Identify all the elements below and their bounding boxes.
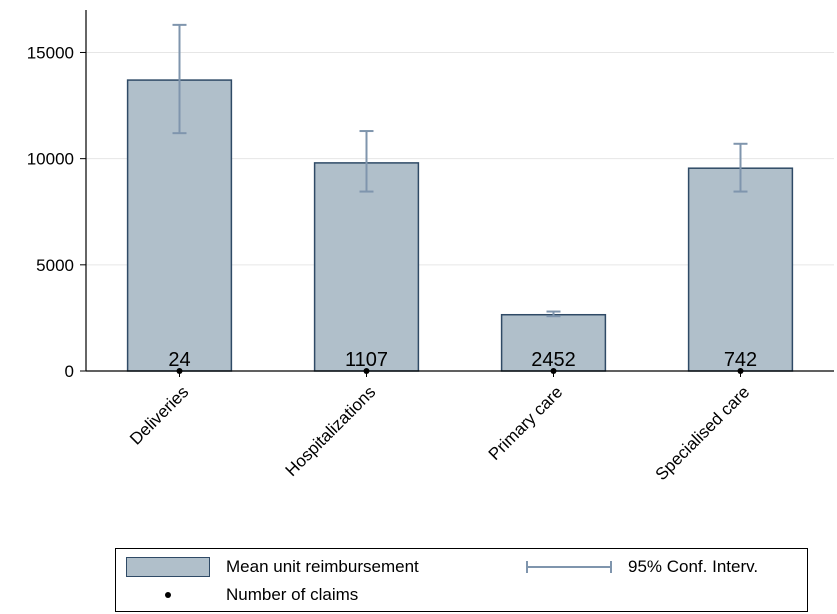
legend-dot-swatch <box>126 592 210 598</box>
legend: Mean unit reimbursement 95% Conf. Interv… <box>115 548 808 612</box>
legend-label-mean: Mean unit reimbursement <box>226 557 419 576</box>
y-tick-label-1: 5000 <box>36 256 74 275</box>
claims-label-2: 2452 <box>531 349 576 371</box>
bar-1 <box>313 162 420 372</box>
legend-item-claims: Number of claims <box>126 585 358 605</box>
legend-bar-swatch <box>126 557 210 577</box>
legend-item-ci: 95% Conf. Interv. <box>526 557 758 577</box>
y-tick-label-3: 15000 <box>27 43 74 62</box>
x-tick-label-0: Deliveries <box>126 382 192 448</box>
legend-label-ci: 95% Conf. Interv. <box>628 557 759 576</box>
legend-item-mean: Mean unit reimbursement <box>126 557 419 577</box>
x-tick-label-2: Primary care <box>485 382 567 464</box>
claims-label-0: 24 <box>168 349 190 371</box>
claims-label-3: 742 <box>724 349 757 371</box>
bar-3 <box>687 167 794 372</box>
x-tick-label-3: Specialised care <box>652 382 754 484</box>
bar-2 <box>500 313 607 372</box>
legend-ci-swatch <box>526 561 612 573</box>
y-tick-label-0: 0 <box>65 362 74 381</box>
legend-label-claims: Number of claims <box>226 585 359 604</box>
y-tick-label-2: 10000 <box>27 150 74 169</box>
claims-label-1: 1107 <box>345 349 388 371</box>
x-tick-label-1: Hospitalizations <box>282 382 380 480</box>
